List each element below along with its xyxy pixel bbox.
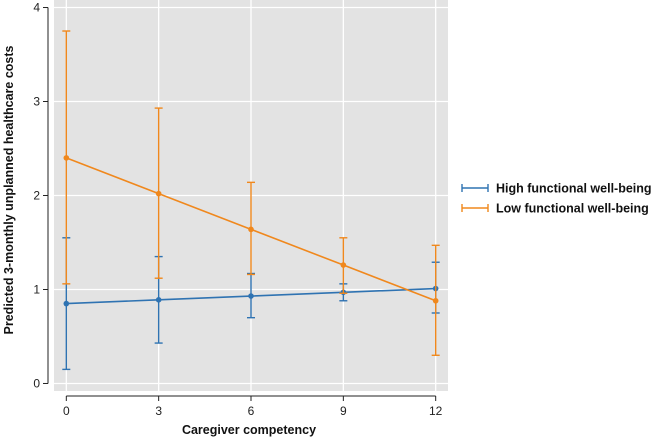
series-group xyxy=(62,30,440,371)
x-tick-label: 12 xyxy=(429,404,443,418)
x-axis-label: Caregiver competency xyxy=(182,423,316,437)
x-tick-label: 0 xyxy=(63,404,70,418)
data-point xyxy=(155,190,162,197)
y-tick-label: 1 xyxy=(33,282,40,296)
data-point xyxy=(248,293,254,299)
legend: High functional well-being Low functional… xyxy=(461,182,652,216)
legend-label: Low functional well-being xyxy=(496,202,649,216)
y-tick-label: 3 xyxy=(33,95,40,109)
x-tick-label: 3 xyxy=(155,404,162,418)
data-point xyxy=(155,297,162,303)
legend-item-1: Low functional well-being xyxy=(461,202,649,216)
x-tick-label: 6 xyxy=(248,404,255,418)
data-point xyxy=(63,155,70,161)
data-point xyxy=(248,226,254,233)
data-point xyxy=(63,300,70,307)
y-tick-label: 0 xyxy=(33,376,40,390)
legend-item-0: High functional well-being xyxy=(461,182,652,196)
y-tick-label: 4 xyxy=(33,1,40,15)
y-axis-label: Predicted 3-monthly unplanned healthcare… xyxy=(2,45,16,334)
x-tick-label: 9 xyxy=(340,404,347,418)
data-point xyxy=(340,262,347,268)
series-1 xyxy=(62,30,440,356)
data-point xyxy=(432,297,439,304)
legend-label: High functional well-being xyxy=(496,182,652,196)
y-tick-label: 2 xyxy=(33,189,40,203)
axes xyxy=(43,7,437,401)
